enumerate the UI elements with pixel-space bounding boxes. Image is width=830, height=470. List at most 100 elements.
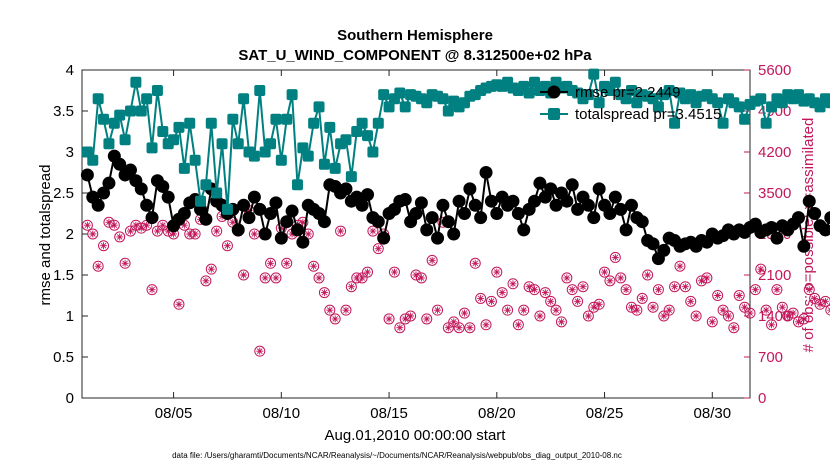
obs-assimilated-point — [568, 286, 576, 294]
obs-possible-point — [475, 292, 487, 304]
obs-assimilated-point — [423, 315, 431, 323]
obs-assimilated-point — [267, 259, 275, 267]
obs-possible-point — [469, 257, 481, 269]
obs-possible-point — [221, 240, 233, 252]
obs-possible-point — [566, 284, 578, 296]
legend-rmse-label: rmse pr=2.2449 — [575, 84, 680, 101]
obs-possible-point — [92, 260, 104, 272]
rmse-point — [247, 190, 261, 204]
obs-possible-point — [669, 281, 681, 293]
obs-assimilated-point — [741, 303, 749, 311]
obs-assimilated-point — [180, 221, 188, 229]
totalspread-point — [221, 203, 233, 215]
obs-assimilated-point — [94, 262, 102, 270]
totalspread-point — [523, 87, 535, 99]
obs-assimilated-point — [584, 312, 592, 320]
obs-possible-point — [615, 272, 627, 284]
obs-assimilated-point — [805, 286, 813, 294]
obs-assimilated-point — [762, 306, 770, 314]
obs-possible-point — [372, 243, 384, 255]
obs-assimilated-point — [143, 221, 151, 229]
obs-possible-point — [712, 290, 724, 301]
obs-assimilated-point — [304, 230, 312, 238]
rmse-point — [420, 223, 434, 237]
obs-possible-point — [685, 295, 697, 307]
obs-assimilated-point — [617, 274, 625, 282]
y-right-tick-label: 2100 — [758, 267, 791, 284]
obs-assimilated-point — [347, 283, 355, 291]
obs-possible-point — [755, 263, 767, 275]
obs-assimilated-point — [245, 207, 253, 215]
obs-possible-point — [825, 304, 830, 316]
obs-possible-point — [706, 316, 718, 328]
rmse-point — [484, 194, 498, 208]
obs-assimilated-point — [665, 306, 673, 314]
rmse-point — [808, 207, 822, 220]
rmse-point — [441, 215, 455, 229]
obs-possible-point — [609, 251, 621, 263]
totalspread-point — [135, 105, 147, 117]
obs-assimilated-point — [579, 283, 587, 291]
obs-assimilated-point — [525, 283, 533, 291]
obs-possible-point — [87, 228, 99, 240]
obs-possible-point — [205, 263, 217, 275]
rmse-point — [113, 157, 127, 171]
obs-assimilated-point — [627, 303, 635, 311]
rmse-point — [457, 207, 471, 220]
obs-possible-point — [464, 322, 476, 334]
obs-assimilated-point — [601, 268, 609, 276]
obs-possible-point — [545, 295, 557, 307]
rmse-point — [565, 178, 579, 192]
obs-possible-point — [766, 319, 778, 331]
obs-assimilated-point — [417, 274, 425, 282]
obs-possible-point — [604, 275, 616, 287]
obs-assimilated-point — [654, 286, 662, 294]
totalspread-point — [652, 101, 664, 113]
totalspread-point — [760, 117, 772, 129]
y-left-tick-label: 3 — [66, 144, 74, 161]
obs-assimilated-point — [460, 309, 468, 317]
totalspread-point — [399, 101, 411, 113]
obs-possible-point — [760, 304, 772, 316]
x-tick-label: 08/10 — [263, 405, 301, 422]
obs-assimilated-point — [283, 259, 291, 267]
obs-possible-point — [512, 319, 524, 331]
obs-possible-point — [394, 322, 406, 334]
totalspread-point — [238, 93, 250, 105]
obs-possible-point — [432, 304, 444, 316]
obs-assimilated-point — [186, 230, 194, 238]
obs-assimilated-point — [353, 274, 361, 282]
obs-assimilated-point — [520, 306, 528, 314]
rmse-point — [571, 202, 585, 216]
rmse-point — [818, 223, 830, 237]
obs-assimilated-point — [229, 218, 237, 226]
chart-subtitle: SAT_U_WIND_COMPONENT @ 8.312500e+02 hPa — [238, 47, 592, 64]
rmse-point — [296, 235, 310, 249]
totalspread-point — [189, 154, 201, 166]
obs-assimilated-point — [170, 230, 178, 238]
rmse-point — [791, 211, 805, 225]
rmse-point — [635, 215, 649, 229]
obs-possible-point — [620, 284, 632, 296]
obs-possible-point — [722, 310, 734, 322]
y-right-tick-label: 3500 — [758, 185, 791, 202]
totalspread-point — [356, 117, 368, 129]
totalspread-point — [195, 195, 207, 207]
rmse-point — [770, 231, 784, 245]
obs-assimilated-point — [536, 312, 544, 320]
totalspread-point — [286, 89, 298, 101]
obs-assimilated-point — [159, 221, 167, 229]
y-left-tick-label: 4 — [66, 62, 74, 79]
obs-assimilated-point — [240, 271, 248, 279]
obs-assimilated-point — [660, 312, 668, 320]
obs-assimilated-point — [509, 280, 517, 288]
obs-possible-point — [259, 272, 271, 284]
obs-assimilated-point — [692, 312, 700, 320]
obs-assimilated-point — [412, 271, 420, 279]
obs-possible-point — [652, 284, 664, 296]
rmse-point — [824, 211, 830, 225]
obs-assimilated-point — [121, 259, 129, 267]
legend: rmse pr=2.2449 totalspread pr=3.4515 — [540, 84, 721, 123]
obs-possible-point — [507, 278, 519, 290]
obs-assimilated-point — [821, 297, 829, 305]
